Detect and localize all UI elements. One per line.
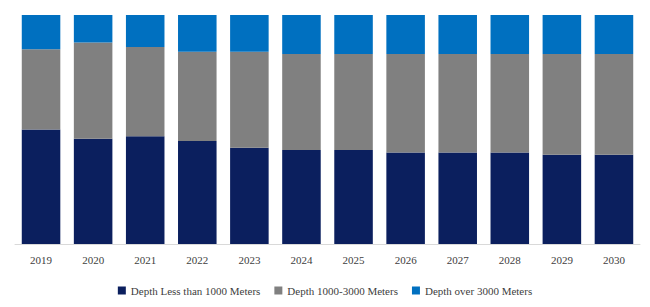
svg-text:2029: 2029: [551, 254, 574, 266]
svg-text:Depth Less than 1000 Meters: Depth Less than 1000 Meters: [131, 285, 261, 297]
svg-text:2024: 2024: [290, 254, 313, 266]
svg-text:2020: 2020: [82, 254, 105, 266]
svg-text:Depth over 3000 Meters: Depth over 3000 Meters: [425, 285, 532, 297]
svg-text:2022: 2022: [186, 254, 208, 266]
svg-text:2026: 2026: [395, 254, 418, 266]
svg-text:Depth 1000-3000 Meters: Depth 1000-3000 Meters: [287, 285, 398, 297]
svg-text:2030: 2030: [603, 254, 626, 266]
svg-text:2021: 2021: [134, 254, 156, 266]
svg-text:2025: 2025: [343, 254, 366, 266]
svg-text:2028: 2028: [499, 254, 522, 266]
svg-text:2023: 2023: [238, 254, 261, 266]
svg-text:2019: 2019: [30, 254, 53, 266]
svg-text:2027: 2027: [447, 254, 470, 266]
